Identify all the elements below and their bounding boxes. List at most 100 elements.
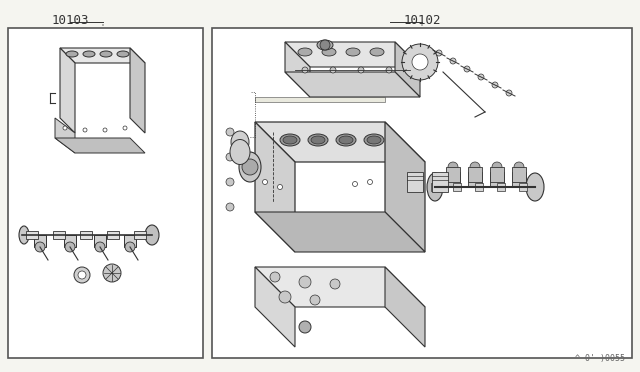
Polygon shape — [285, 42, 420, 67]
Circle shape — [35, 242, 45, 252]
Circle shape — [478, 74, 484, 80]
Circle shape — [310, 295, 320, 305]
Circle shape — [299, 276, 311, 288]
Circle shape — [464, 66, 470, 72]
Polygon shape — [64, 235, 76, 247]
Circle shape — [226, 128, 234, 136]
Polygon shape — [512, 167, 526, 182]
Bar — [519, 183, 527, 191]
Ellipse shape — [117, 51, 129, 57]
Polygon shape — [512, 172, 526, 187]
Ellipse shape — [427, 173, 443, 201]
Circle shape — [226, 153, 234, 161]
Bar — [80, 231, 92, 239]
Circle shape — [270, 272, 280, 282]
Circle shape — [353, 182, 358, 186]
Bar — [212, 28, 632, 358]
Ellipse shape — [230, 140, 250, 164]
Bar — [407, 172, 423, 192]
Circle shape — [450, 58, 456, 64]
Polygon shape — [130, 48, 145, 133]
Polygon shape — [385, 267, 425, 347]
Polygon shape — [490, 167, 504, 182]
Circle shape — [330, 67, 336, 73]
Polygon shape — [124, 235, 136, 247]
Ellipse shape — [364, 134, 384, 146]
Ellipse shape — [308, 134, 328, 146]
Ellipse shape — [367, 136, 381, 144]
Circle shape — [492, 82, 498, 88]
Circle shape — [514, 162, 524, 172]
Circle shape — [95, 242, 105, 252]
Polygon shape — [60, 48, 75, 133]
Bar — [134, 231, 146, 239]
Polygon shape — [255, 267, 425, 307]
Ellipse shape — [19, 226, 29, 244]
Circle shape — [125, 242, 135, 252]
Circle shape — [436, 50, 442, 56]
Polygon shape — [446, 172, 460, 187]
Ellipse shape — [66, 51, 78, 57]
Circle shape — [262, 180, 268, 185]
Bar — [453, 183, 461, 191]
Polygon shape — [285, 72, 420, 97]
Circle shape — [242, 159, 258, 175]
Polygon shape — [468, 167, 482, 182]
Ellipse shape — [317, 40, 333, 50]
Ellipse shape — [239, 152, 261, 182]
Text: ^ 0' )0055: ^ 0' )0055 — [575, 353, 625, 362]
Circle shape — [226, 178, 234, 186]
Polygon shape — [34, 235, 46, 247]
Bar — [431, 183, 439, 191]
Circle shape — [402, 44, 438, 80]
Circle shape — [279, 291, 291, 303]
Circle shape — [470, 162, 480, 172]
Bar — [8, 28, 203, 358]
Bar — [255, 97, 385, 102]
Polygon shape — [395, 42, 420, 97]
Polygon shape — [255, 212, 425, 252]
Polygon shape — [255, 122, 295, 252]
Ellipse shape — [83, 51, 95, 57]
Circle shape — [358, 67, 364, 73]
Text: 10102: 10102 — [403, 13, 441, 26]
Ellipse shape — [298, 48, 312, 56]
Bar — [497, 183, 505, 191]
Ellipse shape — [526, 173, 544, 201]
Bar — [26, 231, 38, 239]
Ellipse shape — [322, 48, 336, 56]
Circle shape — [78, 271, 86, 279]
Ellipse shape — [311, 136, 325, 144]
Ellipse shape — [231, 131, 249, 153]
Circle shape — [448, 162, 458, 172]
Polygon shape — [55, 118, 75, 153]
Circle shape — [367, 180, 372, 185]
Ellipse shape — [339, 136, 353, 144]
Polygon shape — [94, 235, 106, 247]
Polygon shape — [490, 172, 504, 187]
Circle shape — [386, 67, 392, 73]
Polygon shape — [385, 122, 425, 252]
Ellipse shape — [346, 48, 360, 56]
Text: 10103: 10103 — [51, 13, 89, 26]
Ellipse shape — [370, 48, 384, 56]
Ellipse shape — [100, 51, 112, 57]
Circle shape — [63, 126, 67, 130]
Circle shape — [278, 185, 282, 189]
Polygon shape — [446, 167, 460, 182]
Circle shape — [506, 90, 512, 96]
Circle shape — [65, 242, 75, 252]
Polygon shape — [255, 122, 425, 162]
Circle shape — [226, 203, 234, 211]
Circle shape — [330, 279, 340, 289]
Polygon shape — [55, 138, 145, 153]
Ellipse shape — [336, 134, 356, 146]
Circle shape — [103, 264, 121, 282]
Ellipse shape — [145, 225, 159, 245]
Polygon shape — [285, 42, 310, 97]
Polygon shape — [60, 48, 145, 63]
Ellipse shape — [283, 136, 297, 144]
Polygon shape — [468, 172, 482, 187]
Bar — [107, 231, 119, 239]
Circle shape — [103, 128, 107, 132]
